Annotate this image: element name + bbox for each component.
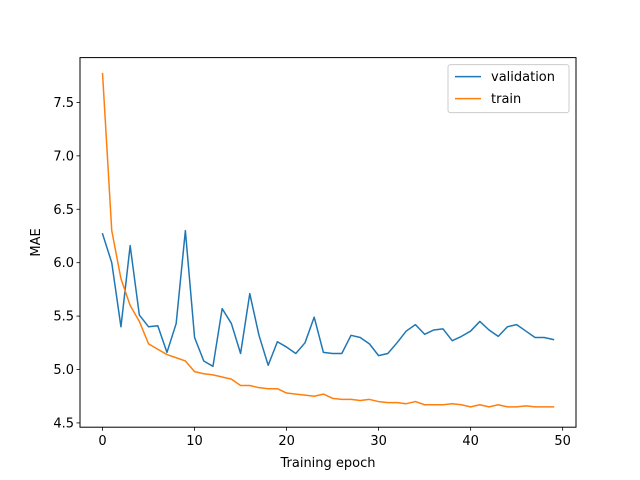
y-tick-label: 5.5 <box>53 310 74 325</box>
plot-frame <box>79 57 577 428</box>
y-tick-label: 4.5 <box>53 416 74 431</box>
y-axis-ticks: 4.5 5.0 5.5 6.0 6.5 7.0 7.5 <box>53 96 80 431</box>
legend: validation train <box>447 64 570 114</box>
legend-label-validation: validation <box>491 70 555 85</box>
series-line-validation <box>101 229 555 368</box>
x-tick-label: 10 <box>186 434 203 449</box>
y-tick-label: 6.5 <box>53 203 74 218</box>
y-axis-label: MAE <box>29 228 44 256</box>
y-tick-label: 7.5 <box>53 96 74 111</box>
y-tick-label: 5.0 <box>53 363 74 378</box>
x-axis-label: Training epoch <box>279 456 375 471</box>
y-tick-label: 7.0 <box>53 149 74 164</box>
plot-lines <box>101 72 555 408</box>
x-tick-label: 20 <box>278 434 295 449</box>
x-axis-ticks: 0 10 20 30 40 50 <box>98 427 571 449</box>
legend-label-train: train <box>491 92 521 107</box>
x-tick-label: 0 <box>98 434 106 449</box>
y-tick-label: 6.0 <box>53 256 74 271</box>
x-tick-label: 50 <box>554 434 571 449</box>
series-line-train <box>101 72 555 408</box>
x-tick-label: 30 <box>370 434 387 449</box>
x-tick-label: 40 <box>462 434 479 449</box>
